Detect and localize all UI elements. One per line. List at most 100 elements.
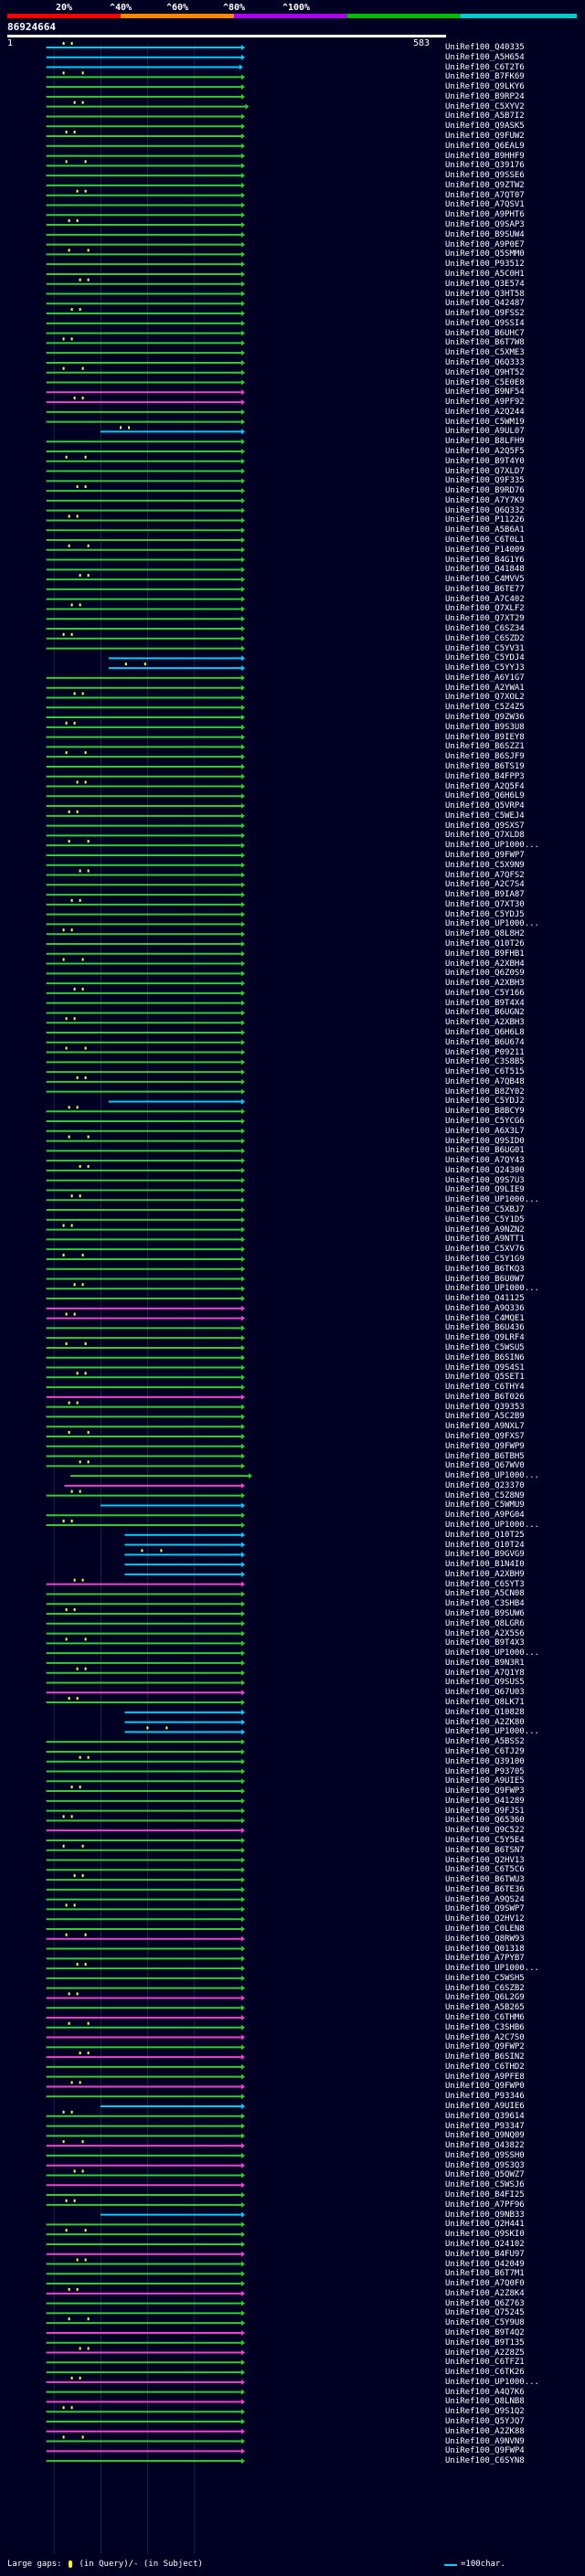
- hit-label[interactable]: UniRef100_B9S3U8: [445, 722, 525, 732]
- hit-label[interactable]: UniRef100_B9SUW4: [445, 229, 525, 239]
- hit-label[interactable]: UniRef100_B4FU97: [445, 2249, 525, 2259]
- hit-label[interactable]: UniRef100_B9HHF9: [445, 151, 525, 161]
- hit-label[interactable]: UniRef100_C6TFZ1: [445, 2358, 525, 2368]
- hit-label[interactable]: UniRef100_Q9LRF4: [445, 1333, 525, 1343]
- hit-label[interactable]: UniRef100_Q9SKI0: [445, 2230, 525, 2240]
- hit-label[interactable]: UniRef100_C3S8B5: [445, 1057, 525, 1067]
- hit-label[interactable]: UniRef100_B6UGN2: [445, 1008, 525, 1018]
- hit-label[interactable]: UniRef100_UP1000...: [445, 1284, 539, 1294]
- hit-label[interactable]: UniRef100_C6TJ29: [445, 1746, 525, 1756]
- hit-label[interactable]: UniRef100_Q9FWP3: [445, 1786, 525, 1797]
- hit-label[interactable]: UniRef100_Q41125: [445, 1294, 525, 1304]
- hit-label[interactable]: UniRef100_B6SZZ1: [445, 742, 525, 752]
- hit-label[interactable]: UniRef100_A2C7S0: [445, 2032, 525, 2042]
- hit-label[interactable]: UniRef100_Q75245: [445, 2308, 525, 2318]
- hit-label[interactable]: UniRef100_Q9SUS5: [445, 1678, 525, 1688]
- hit-label[interactable]: UniRef100_Q9FXS7: [445, 1431, 525, 1441]
- hit-label[interactable]: UniRef100_UP1000...: [445, 919, 539, 929]
- hit-label[interactable]: UniRef100_A7QT07: [445, 190, 525, 200]
- hit-label[interactable]: UniRef100_B6TS19: [445, 761, 525, 771]
- hit-label[interactable]: UniRef100_Q9S3Q3: [445, 2160, 525, 2170]
- hit-label[interactable]: UniRef100_Q9SSE6: [445, 171, 525, 181]
- hit-label[interactable]: UniRef100_Q9FSS2: [445, 309, 525, 319]
- hit-label[interactable]: UniRef100_B6U0W7: [445, 1274, 525, 1284]
- hit-label[interactable]: UniRef100_B6UHC7: [445, 328, 525, 338]
- hit-label[interactable]: UniRef100_A2XBH4: [445, 959, 525, 969]
- hit-label[interactable]: UniRef100_B9N3R1: [445, 1658, 525, 1668]
- hit-label[interactable]: UniRef100_Q3HT58: [445, 289, 525, 299]
- hit-label[interactable]: UniRef100_Q7XLF2: [445, 604, 525, 614]
- hit-label[interactable]: UniRef100_A9NXL7: [445, 1422, 525, 1432]
- hit-label[interactable]: UniRef100_Q9NQ09: [445, 2131, 525, 2141]
- hit-label[interactable]: UniRef100_A5C2B9: [445, 1412, 525, 1422]
- hit-label[interactable]: UniRef100_C6SYN8: [445, 2456, 525, 2466]
- hit-label[interactable]: UniRef100_B6T7W8: [445, 338, 525, 348]
- hit-label[interactable]: UniRef100_A9PHT6: [445, 210, 525, 220]
- hit-label[interactable]: UniRef100_B8ZY02: [445, 1087, 525, 1097]
- hit-label[interactable]: UniRef100_P09211: [445, 1047, 525, 1057]
- hit-label[interactable]: UniRef100_A9Q336: [445, 1303, 525, 1313]
- hit-label[interactable]: UniRef100_A2X5S6: [445, 1628, 525, 1638]
- hit-label[interactable]: UniRef100_Q39614: [445, 2111, 525, 2121]
- hit-label[interactable]: UniRef100_Q8RW93: [445, 1934, 525, 1944]
- hit-label[interactable]: UniRef100_Q7XT30: [445, 899, 525, 909]
- hit-label[interactable]: UniRef100_B6U674: [445, 1037, 525, 1047]
- hit-label[interactable]: UniRef100_Q8LNB8: [445, 2397, 525, 2407]
- hit-label[interactable]: UniRef100_Q39100: [445, 1756, 525, 1766]
- hit-label[interactable]: UniRef100_A5BSS2: [445, 1737, 525, 1747]
- hit-label[interactable]: UniRef100_Q67U03: [445, 1688, 525, 1698]
- hit-label[interactable]: UniRef100_A5B7I2: [445, 111, 525, 122]
- hit-label[interactable]: UniRef100_B9GVG9: [445, 1550, 525, 1560]
- hit-label[interactable]: UniRef100_C5WEJ4: [445, 811, 525, 821]
- hit-label[interactable]: UniRef100_Q5QWZ7: [445, 2170, 525, 2180]
- hit-label[interactable]: UniRef100_Q9FWP9: [445, 1441, 525, 1451]
- hit-label[interactable]: UniRef100_C6T0L1: [445, 535, 525, 545]
- hit-label[interactable]: UniRef100_A9PF92: [445, 398, 525, 408]
- hit-label[interactable]: UniRef100_Q24102: [445, 2239, 525, 2249]
- hit-label[interactable]: UniRef100_B9T4Y0: [445, 456, 525, 466]
- hit-label[interactable]: UniRef100_C5WSU5: [445, 1342, 525, 1352]
- hit-label[interactable]: UniRef100_Q6H6L8: [445, 1028, 525, 1037]
- hit-label[interactable]: UniRef100_Q9NB33: [445, 2210, 525, 2220]
- hit-label[interactable]: UniRef100_Q9HT52: [445, 367, 525, 377]
- hit-label[interactable]: UniRef100_Q9SWP7: [445, 1904, 525, 1914]
- hit-label[interactable]: UniRef100_C5Y1G9: [445, 1254, 525, 1264]
- hit-label[interactable]: UniRef100_C5YCG6: [445, 1117, 525, 1127]
- hit-label[interactable]: UniRef100_A2ZK80: [445, 1717, 525, 1727]
- hit-label[interactable]: UniRef100_C5Y166: [445, 988, 525, 998]
- hit-label[interactable]: UniRef100_C5XME3: [445, 348, 525, 358]
- hit-label[interactable]: UniRef100_C4MVV5: [445, 575, 525, 585]
- hit-label[interactable]: UniRef100_UP1000...: [445, 2377, 539, 2387]
- hit-label[interactable]: UniRef100_Q6Q332: [445, 505, 525, 515]
- hit-label[interactable]: UniRef100_Q7XLD7: [445, 466, 525, 476]
- hit-label[interactable]: UniRef100_C5YV31: [445, 643, 525, 653]
- hit-label[interactable]: UniRef100_B6TKQ3: [445, 1264, 525, 1274]
- hit-label[interactable]: UniRef100_A5CN08: [445, 1589, 525, 1599]
- hit-label[interactable]: UniRef100_Q9C522: [445, 1826, 525, 1836]
- hit-label[interactable]: UniRef100_A7QSV1: [445, 200, 525, 210]
- hit-label[interactable]: UniRef100_Q6H6L9: [445, 791, 525, 801]
- hit-label[interactable]: UniRef100_P93705: [445, 1766, 525, 1776]
- hit-label[interactable]: UniRef100_A2XBH3: [445, 1018, 525, 1028]
- hit-label[interactable]: UniRef100_Q9S7U3: [445, 1175, 525, 1185]
- hit-label[interactable]: UniRef100_Q10T25: [445, 1530, 525, 1540]
- hit-label[interactable]: UniRef100_A2ZK88: [445, 2426, 525, 2436]
- hit-label[interactable]: UniRef100_A2Z8K4: [445, 2288, 525, 2298]
- hit-label[interactable]: UniRef100_C5XYV2: [445, 101, 525, 111]
- hit-label[interactable]: UniRef100_C6SYT3: [445, 1579, 525, 1589]
- hit-label[interactable]: UniRef100_Q9FWP0: [445, 2082, 525, 2092]
- hit-label[interactable]: UniRef100_Q9S1Q2: [445, 2407, 525, 2417]
- hit-label[interactable]: UniRef100_Q9ZW36: [445, 713, 525, 723]
- hit-label[interactable]: UniRef100_B9NF54: [445, 387, 525, 398]
- hit-label[interactable]: UniRef100_C6SZD2: [445, 633, 525, 643]
- hit-label[interactable]: UniRef100_A2Q244: [445, 407, 525, 417]
- hit-label[interactable]: UniRef100_B6TSN7: [445, 1845, 525, 1855]
- hit-label[interactable]: UniRef100_Q01318: [445, 1944, 525, 1954]
- hit-label[interactable]: UniRef100_Q9LIE9: [445, 1185, 525, 1195]
- hit-label[interactable]: UniRef100_B7FK69: [445, 72, 525, 82]
- hit-label[interactable]: UniRef100_Q7XT29: [445, 614, 525, 624]
- hit-label[interactable]: UniRef100_B9IEY8: [445, 732, 525, 742]
- hit-label[interactable]: UniRef100_A4Q7K6: [445, 2387, 525, 2397]
- hit-label[interactable]: UniRef100_A2Z8Z5: [445, 2348, 525, 2358]
- hit-label[interactable]: UniRef100_Q9SAP3: [445, 220, 525, 230]
